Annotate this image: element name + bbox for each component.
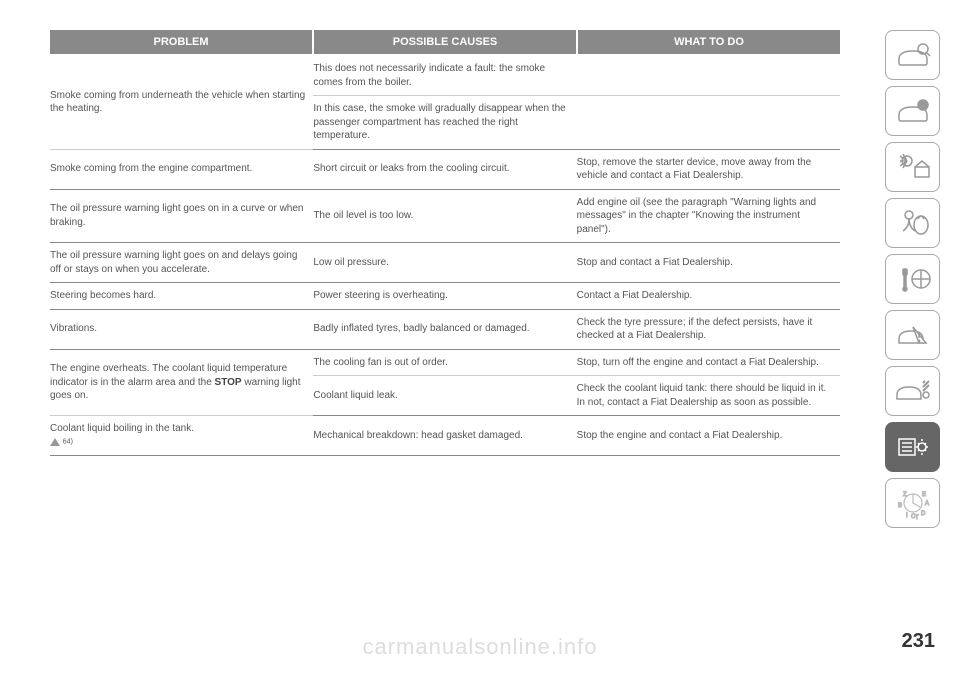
table-cell: In this case, the smoke will gradually d… xyxy=(313,96,576,150)
table-cell: Coolant liquid leak. xyxy=(313,376,576,416)
table-cell: Stop, turn off the engine and contact a … xyxy=(577,349,840,376)
header-causes: POSSIBLE CAUSES xyxy=(314,30,576,54)
nav-item-6[interactable] xyxy=(885,310,940,360)
table-cell: Add engine oil (see the paragraph "Warni… xyxy=(577,189,840,243)
main-content: PROBLEM POSSIBLE CAUSES WHAT TO DO Smoke… xyxy=(50,30,840,456)
table-cell: The cooling fan is out of order. xyxy=(313,349,576,376)
nav-item-2[interactable]: i xyxy=(885,86,940,136)
table-cell: Steering becomes hard. xyxy=(50,283,313,310)
table-cell: Mechanical breakdown: head gasket damage… xyxy=(313,416,576,456)
nav-item-7[interactable] xyxy=(885,366,940,416)
table-cell: The engine overheats. The coolant liquid… xyxy=(50,349,313,416)
table-cell: The oil pressure warning light goes on i… xyxy=(50,189,313,243)
table-cell: This does not necessarily indicate a fau… xyxy=(313,56,576,96)
table-cell: Stop the engine and contact a Fiat Deale… xyxy=(577,416,840,456)
nav-item-9[interactable]: ZEBAICDT xyxy=(885,478,940,528)
table-cell: The oil level is too low. xyxy=(313,189,576,243)
page-number: 231 xyxy=(902,630,935,653)
table-cell: Short circuit or leaks from the cooling … xyxy=(313,149,576,189)
nav-item-8-active[interactable] xyxy=(885,422,940,472)
table-cell: Contact a Fiat Dealership. xyxy=(577,283,840,310)
table-header: PROBLEM POSSIBLE CAUSES WHAT TO DO xyxy=(50,30,840,54)
svg-text:Z: Z xyxy=(903,492,907,498)
sidebar-nav: i ZEBAICDT xyxy=(885,30,940,534)
table-cell: Badly inflated tyres, badly balanced or … xyxy=(313,309,576,349)
table-cell: Check the tyre pressure; if the defect p… xyxy=(577,309,840,349)
svg-text:I: I xyxy=(906,513,908,519)
table-cell xyxy=(577,56,840,96)
troubleshooting-table: Smoke coming from underneath the vehicle… xyxy=(50,56,840,456)
nav-item-5[interactable] xyxy=(885,254,940,304)
nav-item-1[interactable] xyxy=(885,30,940,80)
svg-text:A: A xyxy=(925,501,929,507)
table-cell: The oil pressure warning light goes on a… xyxy=(50,243,313,283)
nav-item-3[interactable] xyxy=(885,142,940,192)
watermark: carmanualsonline.info xyxy=(0,634,960,660)
table-cell: Stop, remove the starter device, move aw… xyxy=(577,149,840,189)
table-cell: Smoke coming from underneath the vehicle… xyxy=(50,56,313,149)
header-problem: PROBLEM xyxy=(50,30,312,54)
svg-text:E: E xyxy=(922,492,926,498)
table-cell: Check the coolant liquid tank: there sho… xyxy=(577,376,840,416)
nav-item-4[interactable] xyxy=(885,198,940,248)
table-cell: Low oil pressure. xyxy=(313,243,576,283)
svg-text:B: B xyxy=(898,503,902,509)
table-cell: Vibrations. xyxy=(50,309,313,349)
svg-text:T: T xyxy=(915,515,919,521)
table-cell: Power steering is overheating. xyxy=(313,283,576,310)
table-cell: Smoke coming from the engine compartment… xyxy=(50,149,313,189)
table-cell xyxy=(577,96,840,150)
table-cell: Stop and contact a Fiat Dealership. xyxy=(577,243,840,283)
svg-text:D: D xyxy=(921,511,926,517)
table-cell: Coolant liquid boiling in the tank. 64) xyxy=(50,416,313,456)
header-action: WHAT TO DO xyxy=(578,30,840,54)
